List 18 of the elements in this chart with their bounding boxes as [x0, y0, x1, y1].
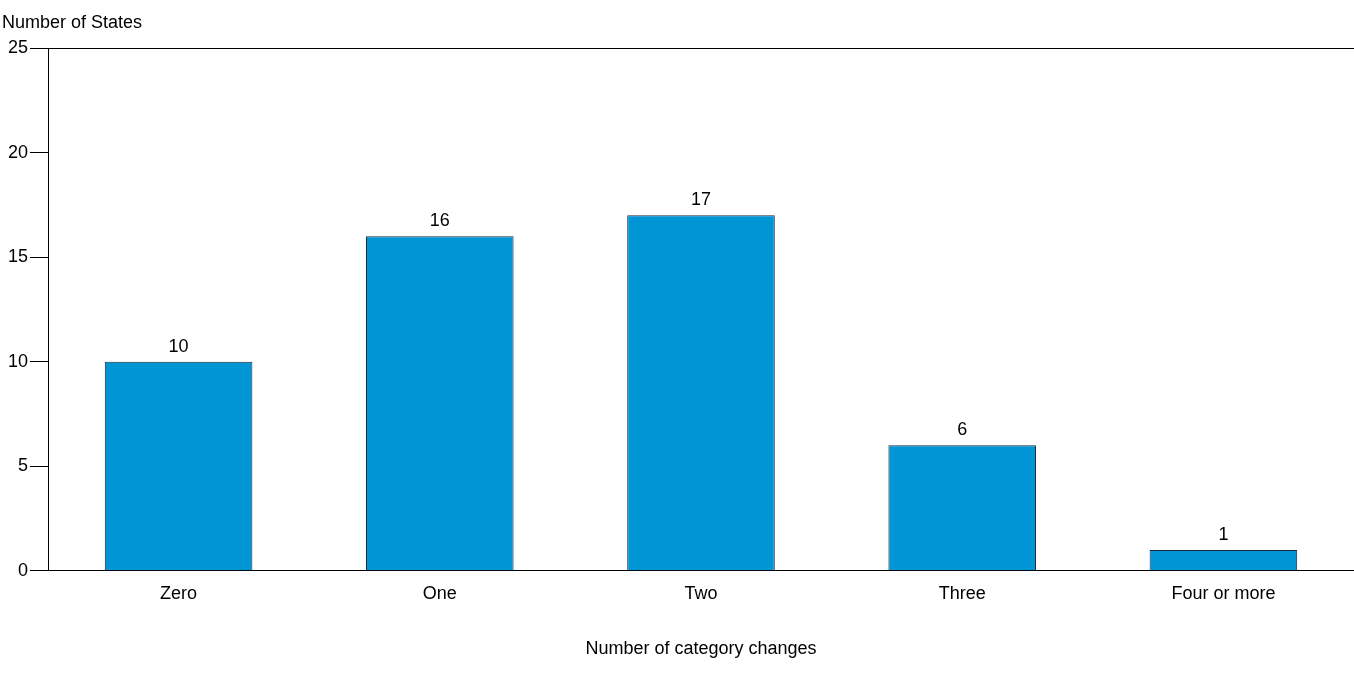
x-tick-label: Four or more [1171, 582, 1276, 603]
x-tick-label: One [422, 582, 457, 603]
data-label: 10 [168, 335, 189, 356]
data-label: 1 [1218, 523, 1229, 544]
x-tick-label: Two [684, 582, 718, 603]
y-tick-label: 10 [7, 350, 28, 371]
y-tick-label: 25 [7, 36, 28, 57]
x-tick-label: Zero [160, 582, 198, 603]
data-label: 6 [957, 419, 968, 440]
y-tick-label: 20 [7, 141, 28, 162]
data-label: 16 [429, 210, 450, 231]
data-label: 17 [690, 189, 712, 210]
y-axis-title: Number of States [2, 11, 143, 32]
x-tick-label: Three [938, 582, 986, 603]
y-tick-label: 0 [17, 559, 28, 580]
y-tick-label: 5 [17, 455, 28, 476]
y-tick-label: 15 [7, 246, 28, 267]
x-axis-title: Number of category changes [585, 638, 817, 659]
